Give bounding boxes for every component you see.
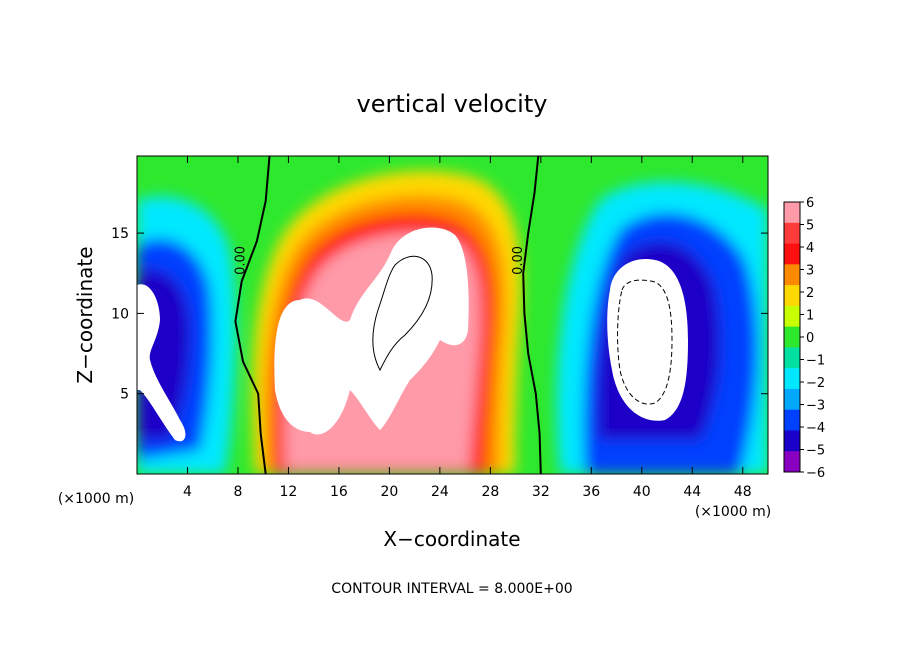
contour-labels: 0.00 0.00 [233,246,526,275]
y-tick-label: 5 [120,387,129,403]
colorbar-swatch [784,409,800,431]
left-saturated-core [137,284,186,442]
colorbar-swatch [784,430,800,452]
colorbar-label: −4 [806,421,825,436]
colorbar-label: −5 [806,444,825,459]
colorbar-label: 5 [806,219,814,234]
contour-interval-footer: CONTOUR INTERVAL = 8.000E+00 [331,581,572,597]
y-tick-label: 10 [111,306,129,322]
x-tick-label: 4 [183,484,192,500]
colorbar-label: 3 [806,264,814,279]
x-tick-label: 16 [330,484,348,500]
colorbar-label: −1 [806,354,825,369]
y-axis: 5 10 15 [111,226,768,403]
x-tick-label: 48 [734,484,752,500]
x-axis-label: X−coordinate [383,527,520,551]
colorbar-label: −2 [806,376,825,391]
colorbar-label: 2 [806,286,814,301]
colorbar-label: 4 [806,241,814,256]
colorbar-swatch [784,368,800,390]
colorbar-swatch [784,451,800,473]
chart-title: vertical velocity [357,90,548,118]
x-tick-label: 32 [532,484,550,500]
x-tick-label: 36 [582,484,600,500]
colorbar-label: −6 [806,466,825,481]
colorbar-swatch [784,388,800,411]
x-tick-label: 20 [380,484,398,500]
x-tick-label: 8 [233,484,242,500]
y-tick-label: 15 [111,226,129,242]
x-unit-label-left: (×1000 m) [58,491,134,507]
x-tick-label: 40 [633,484,651,500]
colorbar-label: −3 [806,399,825,414]
colorbar-swatch [784,243,800,265]
zero-contours [234,156,542,474]
x-tick-label: 44 [683,484,701,500]
colorbar-label: 6 [806,196,814,211]
colorbar-swatch [784,347,800,369]
colorbar-label: 1 [806,309,814,324]
updraft-inner-contour [372,255,433,372]
zero-contour-line [234,156,271,474]
updraft-saturated-core [274,227,469,435]
colorbar-swatch [784,285,800,307]
contour-value-label: 0.00 [233,246,248,275]
colorbar-label: 0 [806,331,814,346]
plot-area: 0.00 0.00 [137,156,768,474]
plot-frame [136,155,769,475]
x-unit-label-right: (×1000 m) [695,504,771,520]
colorbar-swatch [784,222,800,245]
x-tick-label: 12 [280,484,298,500]
x-tick-label: 28 [481,484,499,500]
colorbar: 6 5 4 3 2 1 0 −1 −2 −3 −4 −5 −6 [783,196,825,481]
contour-value-label: 0.00 [511,246,526,275]
colorbar-swatch [784,264,800,286]
right-inner-contour [617,279,673,405]
x-axis: 4 8 12 16 20 24 28 32 36 40 44 48 [183,156,752,500]
colorbar-swatch [784,202,800,224]
colorbar-swatch [784,326,800,348]
y-axis-label: Z−coordinate [73,246,97,383]
zero-contour-line [522,156,542,474]
x-tick-label: 24 [431,484,449,500]
colorbar-swatch [784,305,800,328]
